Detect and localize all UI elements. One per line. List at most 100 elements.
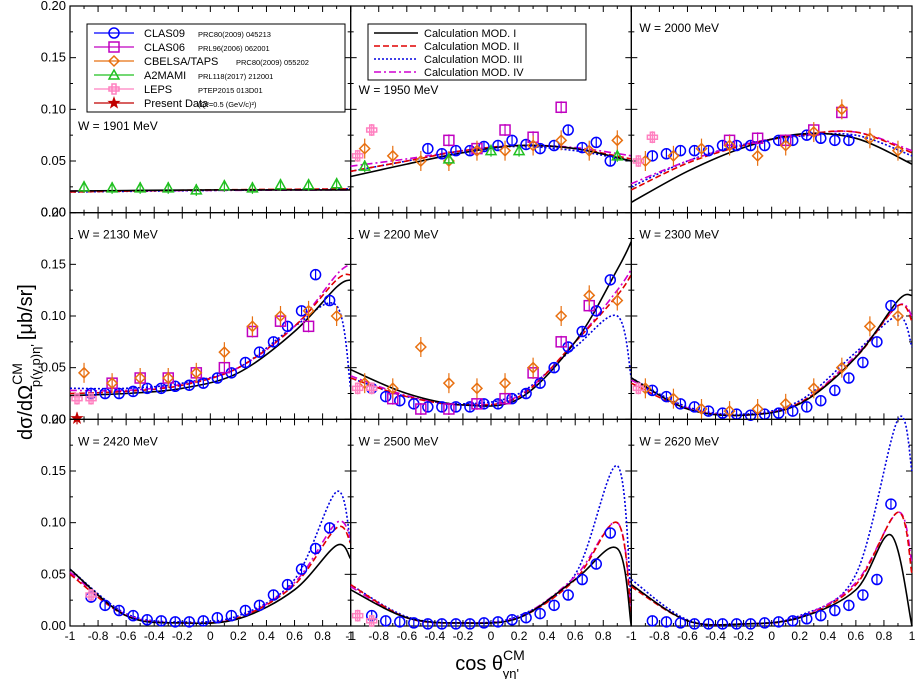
marker-circle xyxy=(108,27,120,39)
data-point xyxy=(330,309,343,323)
data-point xyxy=(225,609,238,622)
marker-diamond xyxy=(779,397,792,410)
marker-circle xyxy=(562,589,574,601)
data-point xyxy=(604,527,617,539)
legend-ref: PTEP2015 013D01 xyxy=(198,86,263,95)
marker-cross-h xyxy=(365,618,378,624)
data-point xyxy=(183,616,196,628)
marker-diamond xyxy=(667,392,680,405)
data-point xyxy=(134,371,147,385)
data-point xyxy=(857,356,869,369)
marker-circle xyxy=(436,401,448,413)
data-point xyxy=(829,134,841,147)
data-point xyxy=(330,177,343,189)
data-point xyxy=(470,144,484,157)
data-point xyxy=(302,178,315,190)
marker-square xyxy=(302,320,315,333)
marker-circle xyxy=(394,616,406,628)
marker-circle xyxy=(885,299,897,312)
legend-name: CLAS06 xyxy=(144,42,185,54)
data-point xyxy=(492,616,504,628)
data-point xyxy=(843,134,855,147)
panel-frame xyxy=(69,418,352,627)
marker-circle xyxy=(702,618,715,630)
marker-square xyxy=(471,398,483,410)
marker-triangle xyxy=(358,159,371,171)
data-point xyxy=(786,615,799,627)
marker-star xyxy=(70,411,84,425)
legend-marker xyxy=(107,95,121,109)
marker-circle xyxy=(548,599,560,612)
marker-circle xyxy=(815,394,827,407)
marker-square xyxy=(555,336,567,348)
marker-diamond xyxy=(527,139,540,152)
legend-name: Present Data xyxy=(144,98,209,110)
x-tick-label: 0.4 xyxy=(258,629,275,643)
x-tick-label: -0.2 xyxy=(733,629,754,643)
marker-circle xyxy=(506,614,518,626)
marker-cross-h xyxy=(646,134,659,140)
marker-circle xyxy=(169,616,181,628)
data-point xyxy=(386,149,399,162)
legend-data: CLAS09 PRC80(2009) 045213 CLAS06 PRL96(2006… xyxy=(86,23,346,113)
marker-circle xyxy=(548,361,560,374)
data-point xyxy=(632,155,645,167)
panel-label: W = 2420 MeV xyxy=(78,434,158,448)
marker-triangle xyxy=(218,179,231,191)
marker-circle xyxy=(155,382,167,395)
data-point xyxy=(506,614,518,626)
marker-circle xyxy=(99,599,111,612)
y-axis-label-sub: p(γ,p)η' xyxy=(28,344,43,387)
marker-circle xyxy=(450,618,462,630)
marker-diamond xyxy=(751,149,764,162)
data-point xyxy=(380,615,392,627)
x-axis-label-main: cos θ xyxy=(455,653,503,675)
marker-circle xyxy=(450,401,462,413)
model-curve-i xyxy=(630,132,913,204)
marker-circle xyxy=(576,573,588,586)
marker-diamond xyxy=(667,149,680,162)
marker-triangle xyxy=(330,177,343,189)
x-tick-label: 1 xyxy=(909,629,915,643)
marker-diamond xyxy=(330,309,343,323)
data-point xyxy=(499,392,511,405)
data-point xyxy=(548,599,560,612)
data-point xyxy=(751,402,764,416)
x-tick-label: 0.4 xyxy=(539,629,556,643)
marker-triangle xyxy=(512,144,526,156)
panel-frame xyxy=(630,418,913,627)
data-point xyxy=(358,377,371,390)
data-point xyxy=(534,377,546,389)
data-point xyxy=(155,615,167,627)
data-point xyxy=(478,617,490,629)
data-point xyxy=(871,336,883,348)
marker-diamond xyxy=(807,126,820,139)
data-point xyxy=(218,179,231,191)
data-point xyxy=(723,405,736,418)
x-tick-label: 0.4 xyxy=(819,629,836,643)
marker-circle xyxy=(744,139,757,152)
data-point xyxy=(422,618,434,630)
marker-circle xyxy=(871,336,883,348)
model-curve-iv xyxy=(631,130,913,185)
y-tick-label: 0.10 xyxy=(41,515,66,530)
marker-diamond xyxy=(358,142,371,155)
data-point xyxy=(772,134,785,147)
data-point xyxy=(807,382,820,395)
marker-circle xyxy=(450,144,462,157)
marker-diamond xyxy=(358,377,371,390)
data-point xyxy=(471,398,483,410)
data-point xyxy=(436,618,448,630)
model-curve-iv xyxy=(69,520,352,625)
marker-cross-h xyxy=(351,153,364,159)
data-point xyxy=(730,618,743,630)
data-point xyxy=(394,394,406,407)
x-tick-label: 0.6 xyxy=(286,629,303,643)
data-point xyxy=(470,382,484,395)
data-point xyxy=(274,178,287,190)
marker-diamond xyxy=(723,405,736,418)
data-point xyxy=(863,132,876,145)
data-point xyxy=(218,346,231,359)
data-point xyxy=(723,139,736,152)
